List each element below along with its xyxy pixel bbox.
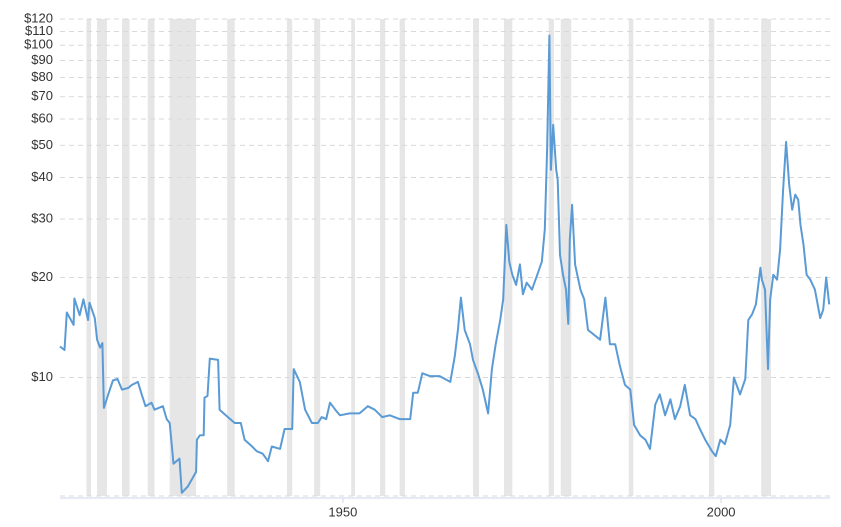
recession-band bbox=[227, 19, 235, 496]
y-tick-label: $20 bbox=[31, 269, 53, 284]
recession-band bbox=[708, 19, 715, 496]
recession-band bbox=[379, 19, 386, 496]
recession-band bbox=[286, 19, 293, 496]
recession-band bbox=[122, 19, 130, 496]
recession-band bbox=[351, 19, 355, 496]
recession-band bbox=[97, 19, 107, 496]
x-tick-label: 1950 bbox=[328, 504, 357, 519]
recession-band bbox=[314, 19, 321, 496]
price-line bbox=[59, 34, 831, 494]
y-tick-label: $30 bbox=[31, 210, 53, 225]
recession-band bbox=[169, 19, 197, 496]
recession-band bbox=[761, 19, 772, 496]
y-tick-label: $10 bbox=[31, 369, 53, 384]
recession-band bbox=[548, 19, 554, 496]
y-tick-label: $110 bbox=[25, 23, 53, 38]
y-tick-label: $70 bbox=[31, 88, 53, 103]
y-tick-label: $120 bbox=[24, 10, 53, 25]
y-tick-label: $80 bbox=[31, 69, 53, 84]
y-tick-label: $90 bbox=[31, 52, 53, 67]
recession-band bbox=[86, 19, 92, 496]
recession-band bbox=[628, 19, 634, 496]
y-tick-label: $50 bbox=[31, 137, 53, 152]
y-tick-label: $60 bbox=[31, 110, 53, 125]
x-tick-label: 2000 bbox=[707, 504, 736, 519]
recession-band bbox=[472, 19, 480, 496]
recession-band bbox=[399, 19, 405, 496]
recession-band bbox=[147, 19, 155, 496]
y-tick-label: $100 bbox=[24, 37, 53, 52]
recession-band bbox=[560, 19, 572, 496]
y-tick-label: $40 bbox=[31, 169, 53, 184]
